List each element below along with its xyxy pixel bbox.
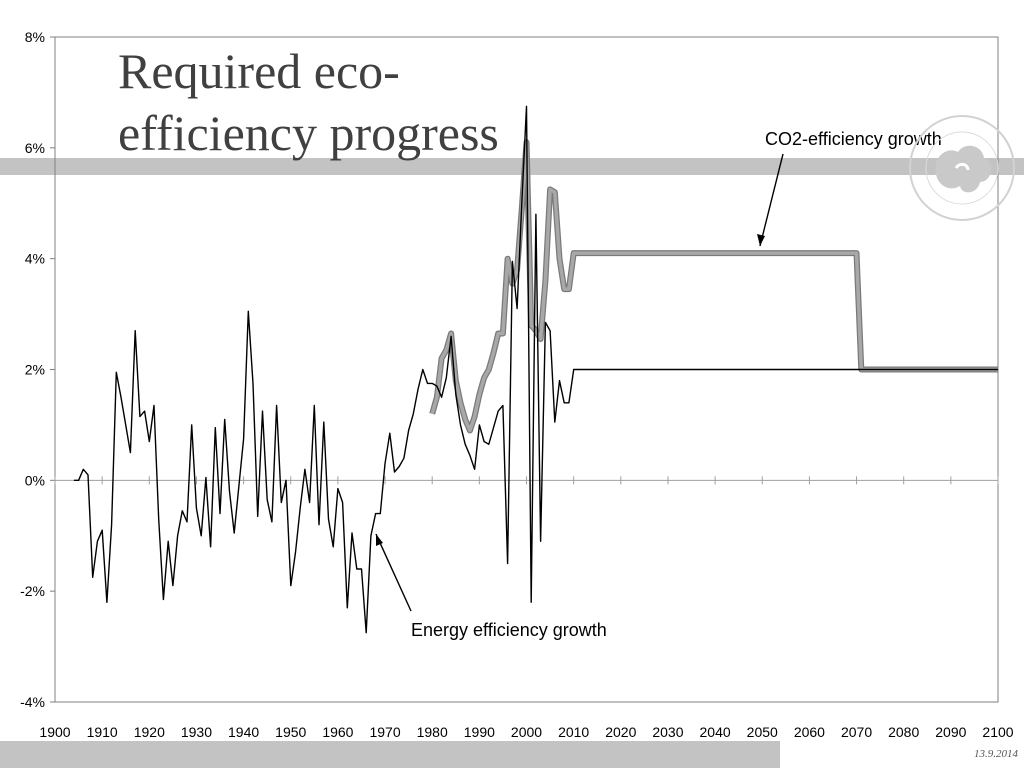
x-tick-label: 1990 xyxy=(464,724,495,740)
y-tick-label: 0% xyxy=(25,472,45,488)
x-tick-label: 2100 xyxy=(982,724,1013,740)
x-tick-label: 2030 xyxy=(652,724,683,740)
title-line-1: Required eco- xyxy=(118,43,400,99)
x-tick-label: 1980 xyxy=(417,724,448,740)
x-tick-label: 2050 xyxy=(747,724,778,740)
x-tick-label: 1940 xyxy=(228,724,259,740)
x-tick-label: 2010 xyxy=(558,724,589,740)
x-tick-label: 2040 xyxy=(700,724,731,740)
y-tick-label: 6% xyxy=(25,140,45,156)
title-line-2: efficiency progress xyxy=(118,105,499,161)
decorative-band-top xyxy=(0,158,1024,175)
y-tick-label: 4% xyxy=(25,251,45,267)
x-tick-label: 2060 xyxy=(794,724,825,740)
x-tick-label: 1970 xyxy=(369,724,400,740)
co2-annotation-arrow xyxy=(759,153,784,247)
y-tick-label: 8% xyxy=(25,29,45,45)
slide-date: 13.9.2014 xyxy=(974,748,1018,760)
decorative-band-bottom xyxy=(0,741,780,768)
x-tick-label: 2090 xyxy=(935,724,966,740)
x-tick-label: 1910 xyxy=(87,724,118,740)
x-tick-label: 1920 xyxy=(134,724,165,740)
co2-series-line-inner xyxy=(430,140,998,433)
energy-annotation-arrow xyxy=(375,533,412,612)
y-tick-label: 2% xyxy=(25,362,45,378)
x-tick-label: 1950 xyxy=(275,724,306,740)
x-tick-label: 2070 xyxy=(841,724,872,740)
energy-annotation-label: Energy efficiency growth xyxy=(411,620,607,640)
y-axis: -4% -2% 0% 2% 4% 6% 8% xyxy=(20,29,55,710)
co2-annotation-label: CO2-efficiency growth xyxy=(765,129,942,149)
co2-arrow-head xyxy=(757,234,765,246)
energy-arrow-head xyxy=(376,534,383,546)
x-tick-label: 2020 xyxy=(605,724,636,740)
annotations: CO2-efficiency growth Energy efficiency … xyxy=(375,129,942,640)
x-tick-label: 1900 xyxy=(39,724,70,740)
y-tick-label: -4% xyxy=(20,694,45,710)
x-tick-label: 2080 xyxy=(888,724,919,740)
series-group xyxy=(73,105,998,634)
x-tick-label: 1930 xyxy=(181,724,212,740)
university-seal-icon xyxy=(909,115,1015,221)
x-tick-label: 2000 xyxy=(511,724,542,740)
x-tick-label: 1960 xyxy=(322,724,353,740)
page-title: Required eco- efficiency progress xyxy=(118,40,638,164)
x-axis: 1900 1910 1920 1930 1940 1950 1960 1970 1980 1990… xyxy=(39,476,1014,740)
energy-series-line xyxy=(73,105,998,634)
y-tick-label: -2% xyxy=(20,583,45,599)
